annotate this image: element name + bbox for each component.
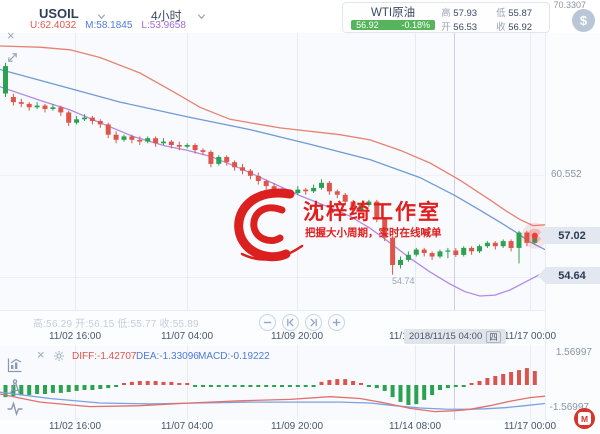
service-logo-badge[interactable]: M xyxy=(574,408,595,429)
time-axis-label: 11/09 20:00 xyxy=(270,331,324,342)
time-axis-label: 11/02 16:00 xyxy=(48,331,102,342)
lower-band-value: L:53.9658 xyxy=(141,20,186,31)
close-chart-button[interactable]: × xyxy=(7,28,15,43)
time-axis-label: 11/09 20:00 xyxy=(270,421,324,432)
time-gridline xyxy=(75,33,76,310)
quote-info-box: WTI原油 56.92 -0.18% 高 57.93 开 56.53 低 55.… xyxy=(342,2,550,33)
time-axis-label: 11/07 04:00 xyxy=(160,421,214,432)
skip-to-end-icon xyxy=(310,318,317,327)
price-axis[interactable] xyxy=(545,33,600,420)
macd-macd-value: MACD:-0.19222 xyxy=(198,351,270,362)
time-gridline xyxy=(415,33,416,310)
gear-icon xyxy=(54,351,64,361)
quote-low: 低 55.87 xyxy=(496,8,533,19)
quote-title: WTI原油 xyxy=(371,7,416,19)
compass-icon xyxy=(9,379,21,395)
close-macd-button[interactable]: × xyxy=(37,347,45,362)
symbol-dropdown[interactable]: USOIL xyxy=(39,6,79,21)
zoom-out-button[interactable] xyxy=(259,314,276,331)
minus-icon xyxy=(263,321,272,324)
price-axis-label: 60.552 xyxy=(551,169,582,180)
time-axis-label: 11/17 00:00 xyxy=(503,331,557,342)
hovered-candle-ohlc: 高:56.29 开:56.15 低:55.77 收:55.89 xyxy=(33,319,199,330)
crosshair-line xyxy=(454,33,455,310)
time-gridline xyxy=(297,33,298,310)
macd-range-bottom: -1.56997 xyxy=(549,402,589,413)
change-percent: -0.18% xyxy=(401,20,431,30)
quote-high: 高 57.93 xyxy=(441,8,478,19)
macd-dea-value: DEA:-1.33096 xyxy=(136,351,199,362)
chart-type-button[interactable] xyxy=(5,356,25,376)
weekday-badge: 四 xyxy=(486,330,501,343)
time-gridline xyxy=(415,345,416,420)
mid-band-value: M:58.1845 xyxy=(85,20,133,31)
last-price: 56.92 xyxy=(356,20,379,30)
time-gridline xyxy=(530,33,531,310)
drawing-tools-button[interactable] xyxy=(5,378,25,398)
macd-range-top: 1.56997 xyxy=(555,347,592,358)
skip-to-start-icon xyxy=(287,318,294,327)
expand-chart-button[interactable] xyxy=(6,51,19,66)
price-axis-top-label: 70.3307 xyxy=(553,0,586,10)
macd-settings-button[interactable] xyxy=(53,350,65,364)
chevron-down-icon[interactable] xyxy=(97,12,106,21)
zoom-in-button[interactable] xyxy=(328,314,345,331)
lower-band-price-tag: 54.64 xyxy=(538,267,600,284)
price-change-badge: 56.92 -0.18% xyxy=(351,20,436,30)
plus-icon xyxy=(332,318,341,327)
time-axis-label: 11/14 08:00 xyxy=(388,421,442,432)
service-logo-icon: M xyxy=(578,412,591,425)
upper-band-value: U:62.4032 xyxy=(30,20,77,31)
pulse-icon xyxy=(7,401,23,417)
indicator-legend: U:62.4032 M:58.1845 L:53.9658 xyxy=(30,20,186,31)
macd-diff-value: DIFF:-1.42707 xyxy=(72,351,137,362)
quote-open: 开 56.53 xyxy=(441,22,478,33)
crosshair-line xyxy=(454,345,455,420)
price-gridline xyxy=(0,175,545,176)
chart-icon xyxy=(7,358,22,373)
swing-low-label: 54.74 xyxy=(392,276,415,286)
account-coin-icon[interactable]: $ xyxy=(572,9,595,32)
macd-chart[interactable] xyxy=(0,345,545,420)
last-price-tag: 57.02 xyxy=(538,227,600,244)
expand-arrows-icon xyxy=(8,53,17,62)
price-gridline xyxy=(0,277,545,278)
time-gridline xyxy=(187,345,188,420)
timeframe-dropdown[interactable]: 4小时 xyxy=(151,9,182,23)
jump-start-button[interactable] xyxy=(282,314,299,331)
chevron-down-icon[interactable] xyxy=(197,12,206,21)
time-axis-label: 11/07 04:00 xyxy=(160,331,214,342)
candlestick-chart[interactable] xyxy=(0,33,545,310)
time-gridline xyxy=(297,345,298,420)
quote-close: 收 56.92 xyxy=(496,22,533,33)
indicators-button[interactable] xyxy=(5,400,25,420)
time-gridline xyxy=(530,345,531,420)
time-gridline xyxy=(187,33,188,310)
time-gridline xyxy=(75,345,76,420)
time-axis-label: 11/02 16:00 xyxy=(48,421,102,432)
time-axis-label: 11/17 00:00 xyxy=(503,421,557,432)
crosshair-date-tooltip: 2018/11/15 04:00 四 xyxy=(404,329,506,344)
tooltip-date-text: 2018/11/15 04:00 xyxy=(409,331,483,342)
jump-end-button[interactable] xyxy=(305,314,322,331)
bottom-time-axis-strip xyxy=(0,420,600,434)
